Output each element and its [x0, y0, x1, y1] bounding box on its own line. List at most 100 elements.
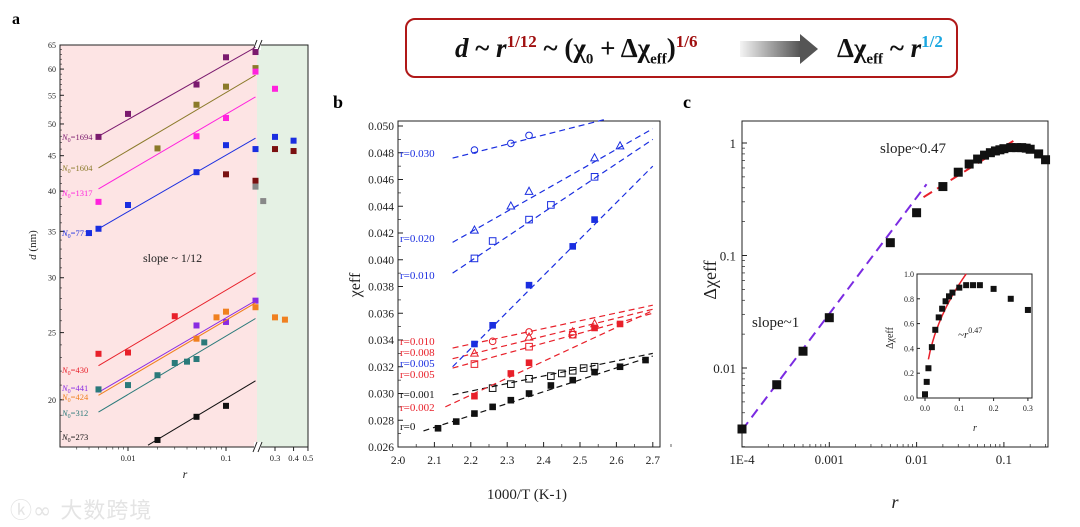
label-n: N: [61, 163, 69, 173]
data-point: [125, 110, 131, 117]
series-label: r=0.010: [400, 336, 435, 348]
label-n: N: [61, 188, 69, 198]
data-point: [1034, 149, 1044, 159]
data-point: [154, 436, 161, 443]
label-sub: 0: [68, 389, 71, 395]
data-point: [95, 386, 102, 393]
formula-r-right: r: [910, 33, 922, 63]
label-sub: 0: [68, 438, 71, 444]
data-point: [290, 148, 297, 155]
series-label: N0=273: [61, 432, 88, 444]
data-point: [252, 297, 259, 304]
data-point: [86, 230, 93, 237]
data-point: [272, 146, 278, 153]
data-point: [252, 65, 259, 72]
y-tick-label: 0.034: [368, 335, 394, 347]
label-sub: 0: [68, 371, 71, 377]
fit-line: [98, 46, 256, 137]
data-point: [252, 183, 259, 190]
data-point: [125, 201, 131, 208]
y-tick-label: 0.046: [368, 175, 394, 187]
y-tick-label: 0.026: [368, 442, 394, 454]
inset-y-tick-label: 0.0: [904, 394, 914, 403]
y-axis-label: d (nm): [27, 230, 39, 260]
data-point: [507, 396, 515, 404]
arrow-icon: [740, 41, 800, 57]
axis-break-gap: [254, 40, 261, 50]
x-tick-label: 0.3: [270, 453, 281, 463]
data-point: [956, 284, 963, 291]
data-point: [125, 349, 131, 356]
x-tick-label: 2.6: [609, 455, 624, 467]
label-n: N: [61, 132, 69, 142]
data-point: [973, 154, 983, 164]
fit-line: [452, 128, 654, 243]
formula-left: d ~ r1/12 ~ (χ0 + Δχeff)1/6: [455, 32, 698, 68]
fit-line: [423, 355, 653, 432]
data-point: [949, 289, 956, 296]
label-value: =273: [71, 432, 89, 442]
data-point: [252, 146, 259, 153]
data-point: [489, 321, 496, 329]
inset-chart: 0.0 0.2 0.4 0.6 0.8 1.0 0.0 0.1 0.2 0.3 r ~r0.47: [904, 270, 1033, 434]
y-tick-label: 40: [48, 187, 56, 196]
panel-b-x-axis-label: 1000/T (K-1): [487, 487, 567, 503]
data-point: [547, 201, 555, 209]
y-tick-label: 1: [730, 136, 737, 151]
data-point: [547, 372, 555, 380]
data-point: [923, 378, 930, 385]
data-point: [272, 314, 278, 321]
x-axis-label: r: [183, 467, 188, 481]
x-tick-label: 0.01: [121, 453, 136, 463]
panel-c-chart: 0.01 0.1 1 1E-4 0.001 0.01 0.1 r slope~0.47 slope…: [713, 120, 1051, 512]
data-point: [591, 368, 598, 376]
y-tick-label: 0.028: [368, 415, 394, 427]
fit-line: [98, 272, 256, 367]
data-point: [470, 254, 479, 263]
data-point: [171, 359, 178, 366]
label-sub: 0: [68, 414, 71, 420]
y-tick-label: 0.1: [720, 249, 736, 264]
data-point: [953, 167, 963, 177]
data-point: [525, 374, 533, 383]
data-point: [223, 318, 229, 325]
data-point: [946, 293, 953, 300]
formula-close: ): [666, 33, 676, 63]
label-n: N: [61, 365, 69, 375]
data-point: [1024, 306, 1031, 313]
y-tick-label: 0.048: [368, 148, 394, 160]
data-point: [824, 313, 834, 323]
data-point: [201, 339, 208, 346]
plot-frame: [741, 120, 1049, 448]
data-point: [963, 282, 970, 289]
data-point: [193, 81, 200, 88]
series-label: N0=430: [61, 365, 88, 377]
y-axis-label-unit: (nm): [27, 230, 39, 254]
x-tick-label: 0.4: [288, 453, 299, 463]
formula-delta-chi: Δχ: [837, 33, 867, 63]
panel-label-a: a: [12, 11, 20, 28]
fit-line: [98, 137, 256, 230]
data-point: [615, 140, 625, 150]
series-label: r=0.005: [400, 358, 435, 370]
data-point: [942, 298, 949, 305]
data-point: [272, 133, 278, 140]
y-tick-label: 0.036: [368, 308, 394, 320]
data-point: [223, 171, 229, 178]
fit-line: [98, 96, 256, 190]
data-point: [223, 142, 229, 149]
data-point: [568, 330, 577, 339]
data-point: [154, 145, 161, 152]
y-tick-label: 0.042: [368, 228, 394, 240]
y-tick-label: 0.030: [368, 389, 394, 401]
formula-plus-delta-chi: + Δχ: [593, 33, 651, 63]
formula-tilde: ~: [468, 33, 497, 63]
data-point: [125, 382, 131, 389]
data-point: [525, 281, 533, 289]
data-point: [928, 344, 935, 351]
y-tick-label: 0.050: [368, 121, 394, 133]
x-tick-label: 0.001: [815, 452, 844, 467]
data-point: [985, 148, 995, 158]
x-tick-label: 0.5: [303, 453, 314, 463]
inset-fit-curve: [927, 273, 967, 360]
